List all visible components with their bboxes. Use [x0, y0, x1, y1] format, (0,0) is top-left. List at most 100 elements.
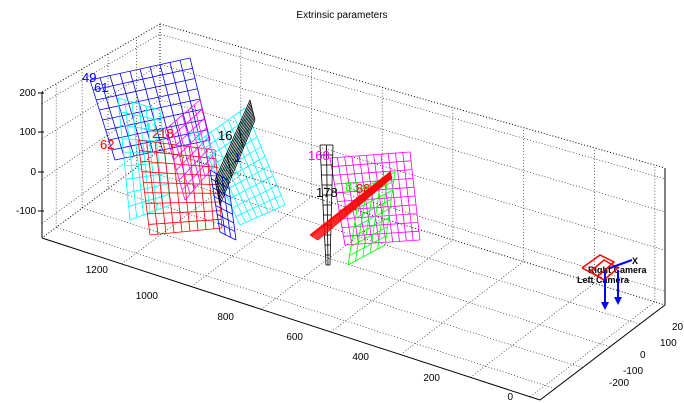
depth-tick-label: 0: [507, 392, 513, 403]
pattern-grid-line: [317, 177, 393, 241]
pattern-grid-line: [148, 218, 222, 225]
pattern-grid-line: [111, 129, 208, 151]
pattern-grid-line: [99, 88, 198, 111]
pattern-grid-line: [170, 124, 191, 195]
lateral-tick-label: -200: [609, 378, 629, 389]
pattern-label: 88: [356, 181, 370, 196]
pattern-grid-line: [147, 210, 221, 215]
pattern-grid-line: [164, 129, 186, 201]
camera-rig: Right Camera Left Camera X: [577, 254, 648, 310]
z-tick-labels: 200 100 0 -100: [16, 88, 44, 217]
pattern-grid-line: [219, 117, 255, 203]
pattern-grid-line: [219, 119, 256, 206]
camera-frustum: [589, 259, 620, 281]
camera-axis-arrow: [601, 302, 609, 310]
pattern-grid-line: [193, 104, 211, 171]
pattern-label: 61: [94, 80, 108, 95]
pattern-grid-line: [217, 113, 254, 197]
pattern-grid-line: [353, 208, 391, 228]
lateral-tick-labels: 20 100 0 -100-200: [609, 322, 684, 389]
pattern-grid-line: [121, 138, 164, 143]
pattern-grid-line: [154, 142, 167, 234]
pattern-grid-line: [312, 174, 392, 238]
pattern-grid-line: [125, 172, 167, 180]
pattern-grid-line: [93, 67, 193, 91]
depth-tick-label: 200: [423, 373, 440, 384]
pattern-grid-line: [352, 217, 389, 238]
pattern-grid-line: [89, 57, 191, 81]
pattern-grid-line: [102, 98, 201, 121]
pattern-grid-line: [314, 175, 392, 239]
pattern-grid-line: [349, 235, 387, 256]
pattern-grid-line: [137, 139, 151, 236]
pattern-grid-line: [214, 196, 232, 207]
pattern-label: 1: [234, 150, 241, 165]
pattern-grid-line: [343, 230, 420, 237]
pattern-grid-line: [187, 109, 206, 177]
pattern-grid-line: [310, 172, 391, 236]
pattern-grid-line: [350, 226, 388, 247]
pattern-grid-line: [108, 119, 206, 141]
pattern-label: 62: [100, 137, 114, 152]
pattern-grid-line: [223, 165, 270, 192]
pattern-grid-line: [139, 150, 216, 160]
pattern-grid-line: [216, 106, 253, 189]
pattern-label: 178: [316, 185, 338, 200]
pattern-grid-line: [188, 146, 199, 231]
pattern-grid-line: [309, 171, 391, 236]
pattern-grid-line: [176, 136, 209, 171]
pattern-grid-line: [120, 124, 163, 132]
camera-x-axis: [609, 259, 633, 269]
depth-tick-label: 800: [217, 312, 234, 323]
pattern-grid-line: [227, 175, 274, 200]
pattern-grid-line: [215, 104, 252, 186]
pattern-grid-line: [239, 204, 286, 226]
pattern-grid-line: [218, 115, 255, 200]
z-tick-label: 0: [30, 167, 36, 178]
lateral-tick-label: -100: [623, 366, 643, 377]
pattern-grid-line: [313, 174, 392, 238]
pattern-grid-line: [129, 204, 171, 221]
pattern-grid-line: [331, 160, 412, 168]
pattern-grid-line: [170, 118, 205, 151]
depth-tick-label: 1000: [136, 291, 159, 302]
depth-tick-label: 1200: [86, 265, 109, 276]
grid-line: [55, 83, 556, 389]
grid-line: [41, 33, 666, 180]
pattern-grid-line: [312, 173, 391, 237]
pattern-grid-line: [152, 107, 164, 208]
pattern-grid-line: [216, 213, 234, 224]
pattern-grid-line: [171, 144, 183, 232]
pattern-grid-line: [176, 119, 196, 189]
pattern-label: 218: [152, 126, 174, 141]
pattern-grid-line: [316, 176, 392, 240]
pattern-grid-line: [237, 126, 244, 149]
grid-line: [330, 107, 454, 333]
z-tick-label: -100: [16, 206, 36, 217]
pattern-grid-line: [146, 141, 159, 235]
pattern-grid-line: [173, 127, 207, 161]
pattern-label: 16: [218, 128, 232, 143]
z-tick-label: 200: [19, 88, 36, 99]
pattern-grid-line: [218, 222, 236, 232]
chart-title: Extrinsic parameters: [296, 10, 387, 21]
box-edge: [41, 237, 541, 401]
pattern-grid-line: [214, 99, 251, 181]
pattern-grid-line: [216, 108, 253, 192]
z-tick-label: 100: [19, 127, 36, 138]
pattern-grid-line: [355, 199, 392, 219]
pattern-grid-line: [249, 99, 256, 121]
pattern-grid-line: [131, 101, 144, 216]
lateral-tick-label: 20: [672, 322, 684, 333]
pattern-grid-line: [231, 185, 278, 209]
grid-line: [529, 165, 656, 397]
pattern-grid-line: [127, 183, 168, 194]
depth-tick-labels: 1200 1000 800 600 400 200 0: [86, 265, 514, 403]
pattern-grid-line: [149, 227, 223, 236]
grid-line: [470, 147, 595, 378]
grid-line: [81, 68, 583, 368]
pattern-grid-line: [214, 179, 221, 206]
pattern-grid-line: [144, 192, 219, 194]
